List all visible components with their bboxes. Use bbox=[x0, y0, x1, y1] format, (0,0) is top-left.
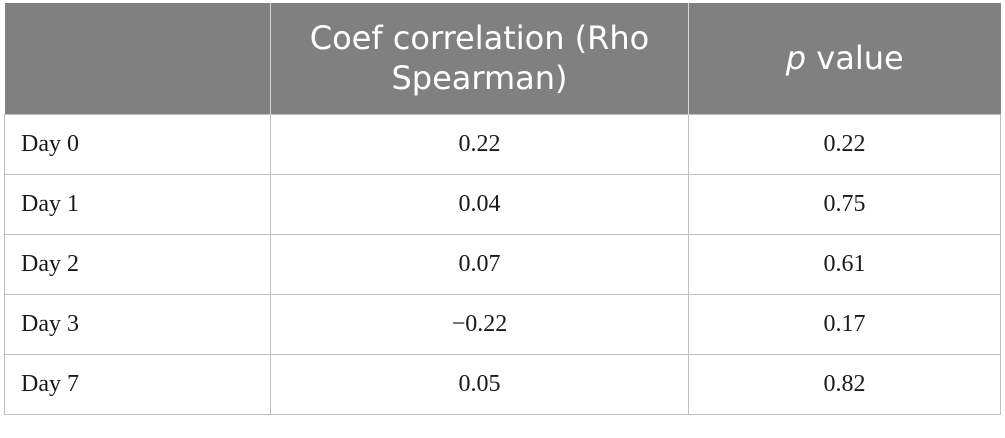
p-value-cell: 0.82 bbox=[688, 353, 1001, 415]
p-value-cell: 0.61 bbox=[688, 233, 1001, 295]
header-p-rest: value bbox=[806, 39, 904, 78]
coef-cell: −0.22 bbox=[270, 293, 689, 355]
table-row: Day 2 0.07 0.61 bbox=[4, 233, 1001, 295]
table-row: Day 3 −0.22 0.17 bbox=[4, 293, 1001, 355]
table-row: Day 0 0.22 0.22 bbox=[4, 113, 1001, 175]
header-coef-correlation: Coef correlation (Rho Spearman) bbox=[270, 3, 689, 114]
table-row: Day 1 0.04 0.75 bbox=[4, 173, 1001, 235]
coef-cell: 0.05 bbox=[270, 353, 689, 415]
row-label: Day 1 bbox=[4, 173, 271, 235]
row-label: Day 3 bbox=[4, 293, 271, 355]
header-p-italic: p bbox=[785, 39, 807, 78]
row-label: Day 2 bbox=[4, 233, 271, 295]
header-empty-cell bbox=[4, 3, 271, 114]
header-row: Coef correlation (Rho Spearman) p value bbox=[4, 3, 1001, 114]
table-body: Day 0 0.22 0.22 Day 1 0.04 0.75 Day 2 0.… bbox=[4, 113, 1001, 415]
table-header: Coef correlation (Rho Spearman) p value bbox=[4, 3, 1001, 114]
row-label: Day 7 bbox=[4, 353, 271, 415]
p-value-cell: 0.17 bbox=[688, 293, 1001, 355]
correlation-table: Coef correlation (Rho Spearman) p value … bbox=[4, 3, 1001, 415]
header-p-value: p value bbox=[688, 3, 1001, 114]
p-value-cell: 0.75 bbox=[688, 173, 1001, 235]
table-row: Day 7 0.05 0.82 bbox=[4, 353, 1001, 415]
row-label: Day 0 bbox=[4, 113, 271, 175]
coef-cell: 0.22 bbox=[270, 113, 689, 175]
coef-cell: 0.07 bbox=[270, 233, 689, 295]
coef-cell: 0.04 bbox=[270, 173, 689, 235]
p-value-cell: 0.22 bbox=[688, 113, 1001, 175]
